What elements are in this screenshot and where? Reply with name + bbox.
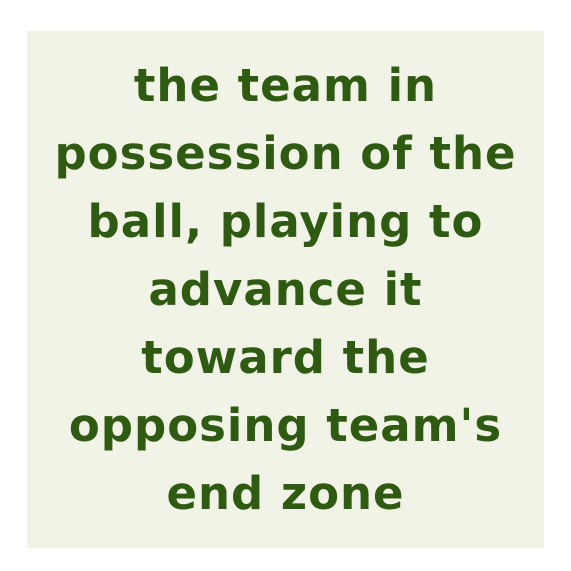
definition-line: toward the (141, 330, 430, 384)
definition-line: end zone (166, 466, 405, 520)
definition-text: the team in possession of the ball, play… (27, 52, 544, 528)
definition-line: the team in (133, 58, 438, 112)
definition-card: the team in possession of the ball, play… (27, 31, 544, 548)
definition-line: ball, playing to (87, 194, 484, 248)
definition-line: advance it (148, 262, 423, 316)
definition-line: possession of the (54, 126, 517, 180)
definition-line: opposing team's (68, 398, 503, 452)
